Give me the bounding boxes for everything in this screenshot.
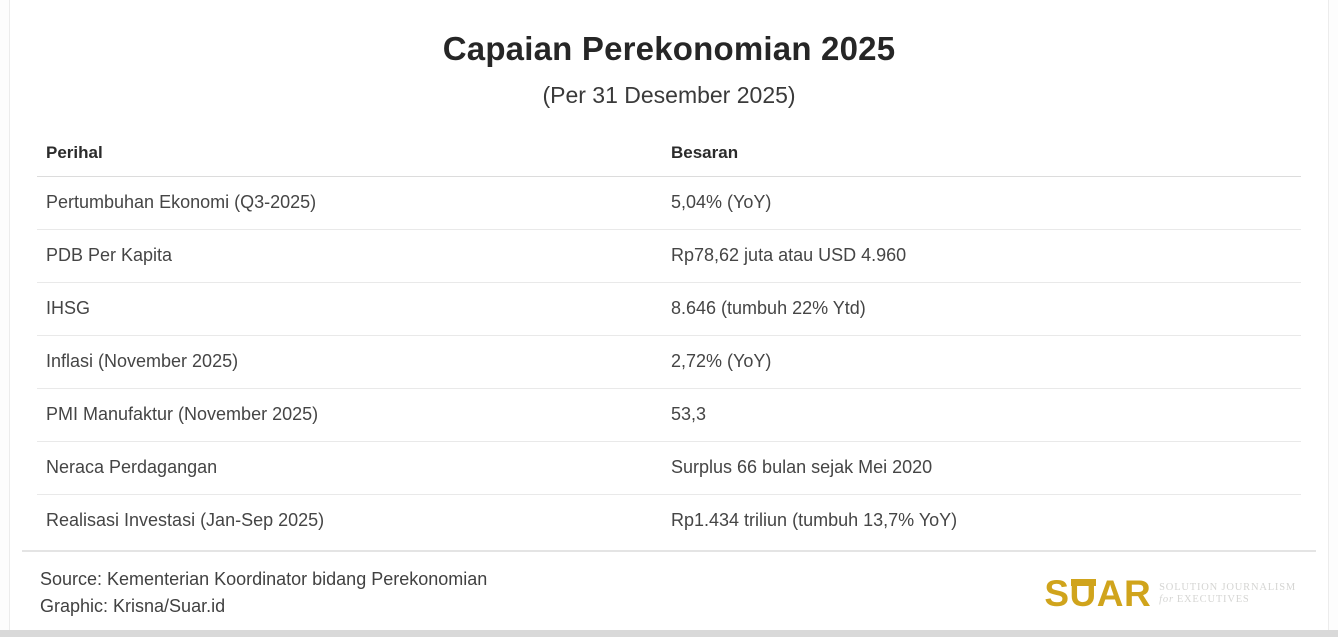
suar-tagline-line1: SOLUTION JOURNALISM: [1159, 582, 1296, 593]
table-header-row: Perihal Besaran: [37, 131, 1301, 177]
row-label: Realisasi Investasi (Jan-Sep 2025): [46, 510, 325, 530]
page-subtitle: (Per 31 Desember 2025): [542, 82, 796, 108]
credits-block: Source: Kementerian Koordinator bidang P…: [40, 566, 487, 620]
bottom-strip: [0, 630, 1338, 637]
suar-tagline: SOLUTION JOURNALISM for EXECUTIVES: [1159, 580, 1296, 606]
suar-wordmark: SUAR: [1044, 572, 1152, 614]
economy-table: Perihal Besaran Pertumbuhan Ekonomi (Q3-…: [37, 131, 1301, 547]
suar-tagline-executives: EXECUTIVES: [1176, 594, 1250, 605]
row-label: Pertumbuhan Ekonomi (Q3-2025): [46, 192, 317, 212]
table-row: Pertumbuhan Ekonomi (Q3-2025) 5,04% (YoY…: [37, 177, 1301, 230]
suar-tagline-for: for: [1159, 594, 1174, 605]
suar-tagline-line2: for EXECUTIVES: [1159, 594, 1296, 606]
row-label: PDB Per Kapita: [46, 245, 173, 265]
page-title: Capaian Perekonomian 2025: [442, 30, 896, 67]
row-label: IHSG: [46, 298, 91, 318]
suar-logo: SUAR SOLUTION JOURNALISM for EXECUTIVES: [1044, 575, 1304, 612]
row-value: 8.646 (tumbuh 22% Ytd): [671, 298, 866, 318]
row-value: Rp78,62 juta atau USD 4.960: [671, 245, 907, 265]
row-label: Neraca Perdagangan: [46, 457, 218, 477]
table-row: IHSG 8.646 (tumbuh 22% Ytd): [37, 283, 1301, 336]
row-value: 5,04% (YoY): [671, 192, 772, 212]
table-row: Realisasi Investasi (Jan-Sep 2025) Rp1.4…: [37, 495, 1301, 547]
row-value: 2,72% (YoY): [671, 351, 772, 371]
column-header-perihal: Perihal: [46, 143, 103, 162]
table-row: Inflasi (November 2025) 2,72% (YoY): [37, 336, 1301, 389]
row-value: Surplus 66 bulan sejak Mei 2020: [671, 457, 933, 477]
infographic-card: Capaian Perekonomian 2025 (Per 31 Desemb…: [9, 0, 1329, 630]
graphic-credit-text: Graphic: Krisna/Suar.id: [40, 596, 226, 616]
row-value: 53,3: [671, 404, 707, 424]
row-value: Rp1.434 triliun (tumbuh 13,7% YoY): [671, 510, 958, 530]
column-header-besaran: Besaran: [671, 143, 739, 162]
footer-divider: [22, 550, 1316, 552]
row-label: Inflasi (November 2025): [46, 351, 239, 371]
source-text: Source: Kementerian Koordinator bidang P…: [40, 569, 488, 589]
table-row: PMI Manufaktur (November 2025) 53,3: [37, 389, 1301, 442]
table-row: Neraca Perdagangan Surplus 66 bulan seja…: [37, 442, 1301, 495]
table-row: PDB Per Kapita Rp78,62 juta atau USD 4.9…: [37, 230, 1301, 283]
row-label: PMI Manufaktur (November 2025): [46, 404, 319, 424]
footer: Source: Kementerian Koordinator bidang P…: [10, 552, 1328, 620]
